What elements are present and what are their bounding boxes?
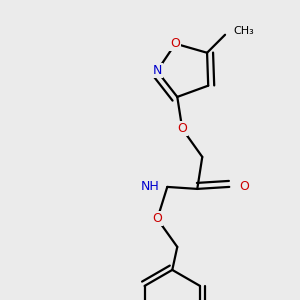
Text: N: N: [152, 64, 162, 77]
Text: O: O: [177, 122, 187, 135]
Text: O: O: [152, 212, 162, 225]
Text: O: O: [170, 37, 180, 50]
Text: O: O: [239, 180, 249, 194]
Text: CH₃: CH₃: [233, 26, 254, 36]
Text: NH: NH: [140, 180, 159, 194]
